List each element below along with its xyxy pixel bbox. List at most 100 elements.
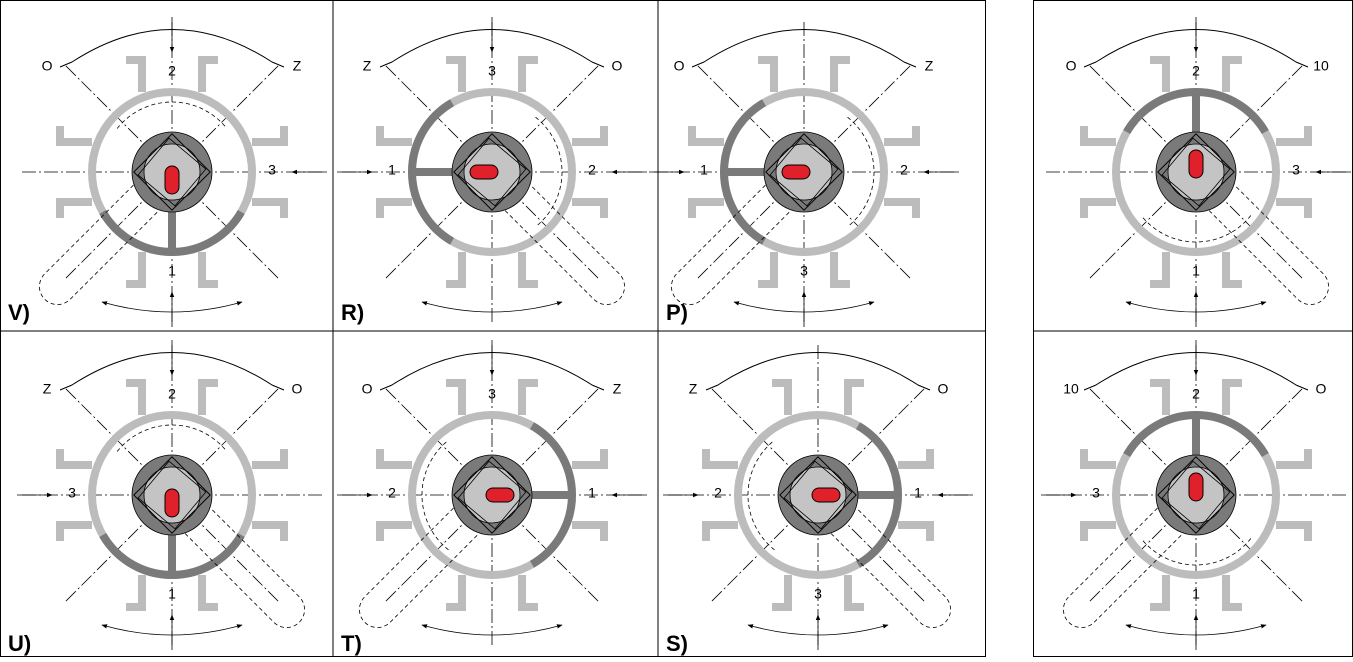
arc-label: 10 <box>1063 381 1079 397</box>
stub <box>60 449 92 465</box>
handle <box>486 488 514 502</box>
stub <box>1150 60 1166 92</box>
stub <box>252 525 284 541</box>
stub <box>1226 60 1242 92</box>
stub <box>380 202 412 218</box>
stub <box>834 60 850 92</box>
stub <box>572 202 604 218</box>
stub <box>522 252 538 284</box>
arc-label: Z <box>925 58 934 74</box>
stub <box>126 252 142 284</box>
stub <box>884 202 916 218</box>
port-label: 1 <box>168 263 176 279</box>
stub <box>848 383 864 415</box>
port-label: 2 <box>900 162 908 178</box>
valve: ZO231 <box>17 340 322 650</box>
stub <box>446 60 462 92</box>
handle <box>165 489 179 517</box>
diagram: OZ231V)ZO312R)OZ123P)O10231ZO231U)OZ321T… <box>0 0 1353 657</box>
stub <box>202 252 218 284</box>
arc-label: 10 <box>1313 58 1329 74</box>
panel-letter: R) <box>341 300 364 325</box>
port-label: 3 <box>1092 485 1100 501</box>
port-label: 1 <box>1192 263 1200 279</box>
handle <box>470 165 498 179</box>
stub <box>1226 252 1242 284</box>
panel-letter: V) <box>8 300 30 325</box>
stub <box>126 60 142 92</box>
port-label: 3 <box>814 586 822 602</box>
port-label: 3 <box>68 485 76 501</box>
stub <box>572 525 604 541</box>
stub <box>692 126 724 142</box>
port-label: 2 <box>1192 386 1200 402</box>
handle <box>812 488 840 502</box>
arc-label: Z <box>613 381 622 397</box>
port-label: 2 <box>388 485 396 501</box>
valve: OZ321 <box>337 340 647 645</box>
valve: ZO312 <box>337 17 647 322</box>
stub <box>446 383 462 415</box>
port-label: 1 <box>1192 586 1200 602</box>
stub <box>1276 525 1308 541</box>
port-label: 1 <box>168 586 176 602</box>
stub <box>1226 383 1242 415</box>
handle <box>1189 473 1203 501</box>
stub <box>252 449 284 465</box>
stub <box>898 449 930 465</box>
stub <box>126 383 142 415</box>
stub <box>202 60 218 92</box>
stub <box>60 525 92 541</box>
stub <box>522 60 538 92</box>
port-label: 3 <box>1292 162 1300 178</box>
stub <box>202 383 218 415</box>
stub <box>834 252 850 284</box>
stub <box>1226 575 1242 607</box>
stub <box>758 60 774 92</box>
stub <box>202 575 218 607</box>
stub <box>706 449 738 465</box>
stub <box>60 202 92 218</box>
stub <box>1150 383 1166 415</box>
stub <box>1084 449 1116 465</box>
stub <box>1084 126 1116 142</box>
stub <box>60 126 92 142</box>
panel-letter: P) <box>666 300 688 325</box>
stub <box>380 449 412 465</box>
arc-label: O <box>1066 58 1077 74</box>
panel-letter: T) <box>341 631 362 656</box>
stub <box>898 525 930 541</box>
handle <box>165 166 179 194</box>
stub <box>126 575 142 607</box>
stub <box>380 126 412 142</box>
port-label: 3 <box>268 162 276 178</box>
stub <box>1084 202 1116 218</box>
stub <box>446 575 462 607</box>
panel-letter: S) <box>666 631 688 656</box>
stub <box>1150 575 1166 607</box>
stub <box>884 126 916 142</box>
valve: OZ231 <box>22 17 327 327</box>
arc-label: O <box>938 381 949 397</box>
port-label: 3 <box>488 63 496 79</box>
port-label: 3 <box>488 386 496 402</box>
arc-label: Z <box>689 381 698 397</box>
stub <box>1276 126 1308 142</box>
stub <box>772 383 788 415</box>
stub <box>446 252 462 284</box>
stub <box>692 202 724 218</box>
handle <box>782 165 810 179</box>
stub <box>522 575 538 607</box>
stub <box>252 202 284 218</box>
stub <box>572 126 604 142</box>
stub <box>706 525 738 541</box>
arc-label: O <box>612 58 623 74</box>
port-label: 1 <box>700 162 708 178</box>
arc-label: O <box>674 58 685 74</box>
handle <box>1189 150 1203 178</box>
port-label: 2 <box>714 485 722 501</box>
port-label: 2 <box>588 162 596 178</box>
port-label: 1 <box>914 485 922 501</box>
